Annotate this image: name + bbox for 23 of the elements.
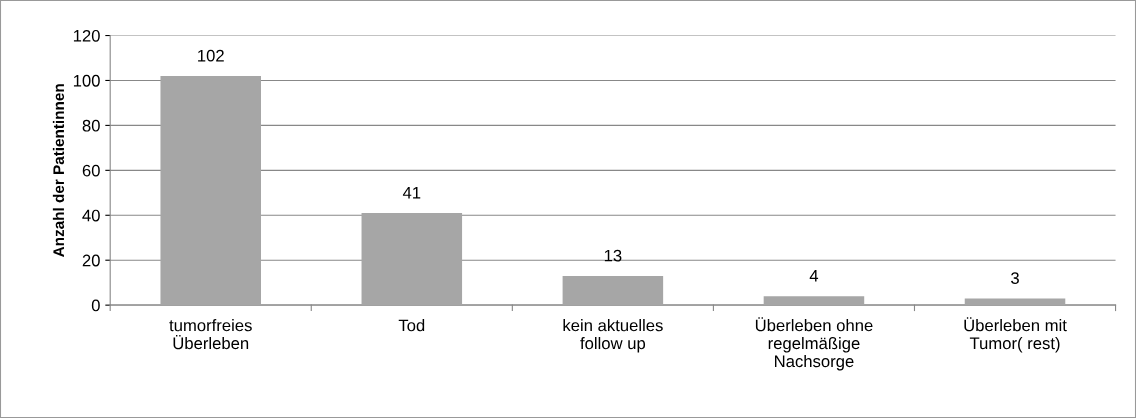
y-tick-label: 60 (82, 164, 100, 177)
bar (964, 298, 1066, 306)
y-tick-label: 40 (82, 209, 100, 222)
bar (361, 213, 463, 306)
x-tick-label: Überleben mit Tumor( rest) (964, 317, 1067, 353)
x-tick-label: Überleben ohne regelmäßige Nachsorge (755, 317, 873, 371)
y-tick-label: 0 (91, 299, 100, 312)
bar (763, 296, 865, 306)
data-label: 102 (198, 49, 224, 62)
y-axis-title: Anzahl der Patientinnen (52, 84, 65, 257)
bar (562, 275, 664, 306)
y-tick-label: 100 (73, 74, 100, 87)
y-tick-label: 80 (82, 119, 100, 132)
x-tick-label: kein aktuelles follow up (563, 319, 663, 353)
bar (160, 75, 261, 306)
y-tick-label: 20 (82, 254, 100, 267)
data-label: 41 (402, 186, 421, 199)
x-tick-label: tumorfreies Überleben (169, 319, 252, 350)
data-label: 3 (1011, 272, 1019, 284)
data-label: 4 (809, 270, 819, 282)
x-tick-label: Tod (398, 319, 425, 332)
y-tick-label: 120 (73, 29, 100, 42)
data-label: 13 (604, 249, 622, 262)
